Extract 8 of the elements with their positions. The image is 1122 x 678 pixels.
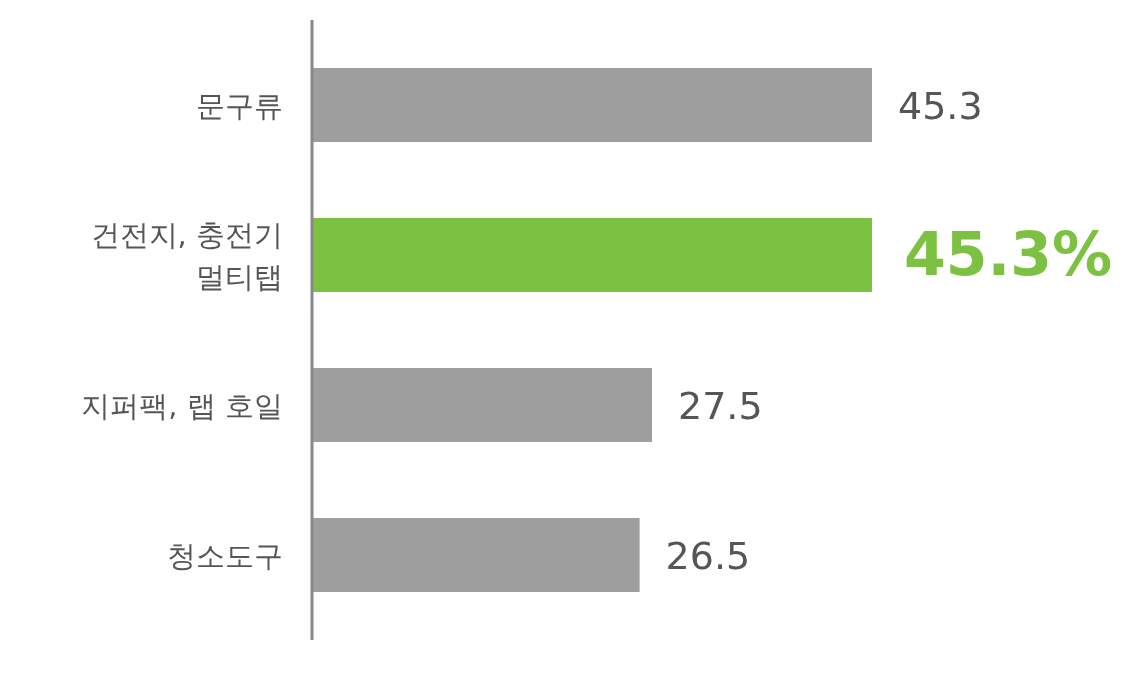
y-tick-label: 문구류 bbox=[196, 89, 283, 123]
data-label: 45.3% bbox=[904, 219, 1113, 289]
data-label: 45.3 bbox=[898, 84, 983, 128]
y-tick-label: 청소도구 bbox=[167, 539, 283, 573]
data-label: 26.5 bbox=[665, 534, 751, 578]
y-tick-label: 지퍼팩, 랩 호일 bbox=[81, 389, 283, 423]
data-label: 27.5 bbox=[677, 384, 763, 428]
y-tick-label: 건전지, 충전기 멀티탭 bbox=[90, 218, 283, 294]
